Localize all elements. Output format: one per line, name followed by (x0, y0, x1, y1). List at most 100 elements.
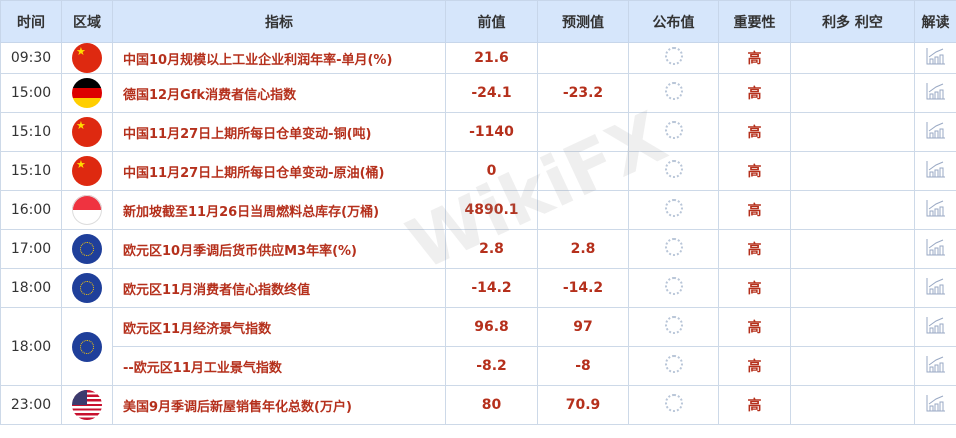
indicator-link[interactable]: 中国11月27日上期所每日仓单变动-铜(吨) (112, 112, 446, 152)
previous-value: 0 (445, 151, 538, 191)
loading-spinner-icon (664, 199, 683, 217)
interpretation-cell (914, 190, 956, 230)
time-cell: 16:00 (0, 190, 62, 230)
time-cell: 23:00 (0, 385, 62, 425)
importance: 高 (718, 190, 791, 230)
loading-spinner-icon (664, 277, 683, 295)
region-cell (61, 112, 113, 152)
interpretation-cell (914, 268, 956, 308)
interpretation-cell (914, 385, 956, 425)
table-row: 18:00 欧元区11月消费者信心指数终值 -14.2 -14.2 高 (0, 268, 956, 308)
forecast-value: 70.9 (537, 385, 629, 425)
loading-spinner-icon (664, 316, 683, 334)
importance: 高 (718, 229, 791, 269)
forecast-value: -8 (537, 346, 629, 386)
table-row: 15:10 中国11月27日上期所每日仓单变动-原油(桶) 0 高 (0, 151, 956, 191)
forecast-value: -23.2 (537, 73, 629, 113)
interpretation-cell (914, 112, 956, 152)
table-row: 17:00 欧元区10月季调后货币供应M3年率(%) 2.8 2.8 高 (0, 229, 956, 269)
table-row: 09:30 中国10月规模以上工业企业利润年率-单月(%) 21.6 高 (0, 42, 956, 74)
time-cell: 15:10 (0, 151, 62, 191)
indicator-link[interactable]: 德国12月Gfk消费者信心指数 (112, 73, 446, 113)
previous-value: 96.8 (445, 307, 538, 347)
chart-analysis-icon[interactable] (926, 199, 946, 217)
actual-value-cell (628, 307, 719, 347)
us-flag-icon (72, 390, 102, 420)
region-cell (61, 190, 113, 230)
chart-analysis-icon[interactable] (926, 47, 946, 65)
chart-analysis-icon[interactable] (926, 394, 946, 412)
region-cell (61, 385, 113, 425)
forecast-value (537, 42, 629, 74)
column-header: 解读 (914, 0, 956, 43)
indicator-link[interactable]: 美国9月季调后新屋销售年化总数(万户) (112, 385, 446, 425)
loading-spinner-icon (664, 394, 683, 412)
time-cell: 15:00 (0, 73, 62, 113)
chart-analysis-icon[interactable] (926, 121, 946, 139)
interpretation-cell (914, 151, 956, 191)
column-header: 利多 利空 (790, 0, 915, 43)
indicator-link[interactable]: 欧元区11月经济景气指数 (112, 307, 446, 347)
indicator-link[interactable]: 欧元区11月消费者信心指数终值 (112, 268, 446, 308)
bull-bear-cell (790, 268, 915, 308)
column-header: 区域 (61, 0, 113, 43)
indicator-link[interactable]: 中国10月规模以上工业企业利润年率-单月(%) (112, 42, 446, 74)
loading-spinner-icon (664, 355, 683, 373)
actual-value-cell (628, 268, 719, 308)
china-flag-icon (72, 43, 102, 73)
loading-spinner-icon (664, 238, 683, 256)
chart-analysis-icon[interactable] (926, 277, 946, 295)
indicator-link[interactable]: 欧元区10月季调后货币供应M3年率(%) (112, 229, 446, 269)
actual-value-cell (628, 346, 719, 386)
actual-value-cell (628, 190, 719, 230)
forecast-value: 97 (537, 307, 629, 347)
actual-value-cell (628, 385, 719, 425)
importance: 高 (718, 151, 791, 191)
eu-flag-icon (72, 234, 102, 264)
table-row: --欧元区11月工业景气指数 -8.2 -8 高 (1, 346, 956, 386)
previous-value: -24.1 (445, 73, 538, 113)
forecast-value (537, 151, 629, 191)
loading-spinner-icon (664, 82, 683, 100)
interpretation-cell (914, 73, 956, 113)
china-flag-icon (72, 156, 102, 186)
region-cell (61, 229, 113, 269)
indicator-link[interactable]: 新加坡截至11月26日当周燃料总库存(万桶) (112, 190, 446, 230)
importance: 高 (718, 42, 791, 74)
chart-analysis-icon[interactable] (926, 82, 946, 100)
bull-bear-cell (790, 42, 915, 74)
chart-analysis-icon[interactable] (926, 355, 946, 373)
importance: 高 (718, 268, 791, 308)
actual-value-cell (628, 229, 719, 269)
indicator-link[interactable]: 中国11月27日上期所每日仓单变动-原油(桶) (112, 151, 446, 191)
interpretation-cell (914, 307, 956, 347)
loading-spinner-icon (664, 121, 683, 139)
previous-value: 4890.1 (445, 190, 538, 230)
chart-analysis-icon[interactable] (926, 316, 946, 334)
forecast-value: 2.8 (537, 229, 629, 269)
germany-flag-icon (72, 78, 102, 108)
importance: 高 (718, 346, 791, 386)
bull-bear-cell (790, 112, 915, 152)
region-cell (61, 268, 113, 308)
chart-analysis-icon[interactable] (926, 160, 946, 178)
eu-flag-icon (72, 273, 102, 303)
interpretation-cell (914, 229, 956, 269)
interpretation-cell (914, 42, 956, 74)
importance: 高 (718, 73, 791, 113)
table-row: 15:00 德国12月Gfk消费者信心指数 -24.1 -23.2 高 (0, 73, 956, 113)
column-header: 重要性 (718, 0, 791, 43)
bull-bear-cell (790, 346, 915, 386)
time-cell: 09:30 (0, 42, 62, 74)
region-cell (61, 73, 113, 113)
bull-bear-cell (790, 229, 915, 269)
actual-value-cell (628, 151, 719, 191)
indicator-link[interactable]: --欧元区11月工业景气指数 (112, 346, 446, 386)
table-row: 15:10 中国11月27日上期所每日仓单变动-铜(吨) -1140 高 (0, 112, 956, 152)
previous-value: 21.6 (445, 42, 538, 74)
eu-flag-icon (72, 331, 102, 362)
chart-analysis-icon[interactable] (926, 238, 946, 256)
loading-spinner-icon (664, 160, 683, 178)
bull-bear-cell (790, 307, 915, 347)
actual-value-cell (628, 112, 719, 152)
